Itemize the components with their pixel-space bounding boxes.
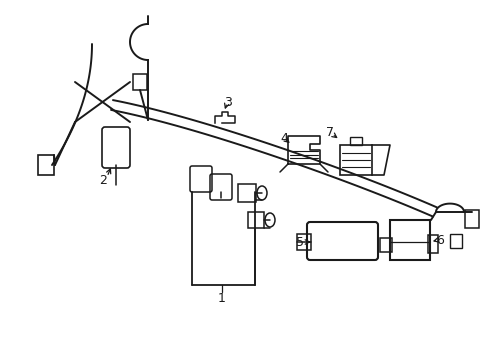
Bar	[350, 137, 362, 145]
Bar	[340, 145, 372, 175]
Text: 1: 1	[218, 292, 226, 305]
Bar	[465, 210, 479, 228]
Bar	[248, 212, 264, 228]
Text: 5: 5	[296, 235, 304, 248]
Bar	[297, 234, 311, 250]
Text: 7: 7	[326, 126, 334, 139]
Bar	[450, 234, 462, 248]
Text: 3: 3	[224, 95, 232, 108]
Bar	[380, 238, 392, 252]
Text: 2: 2	[99, 174, 107, 186]
Text: 6: 6	[436, 234, 444, 247]
Bar	[428, 235, 438, 253]
Bar	[390, 220, 430, 260]
Bar	[133, 74, 147, 90]
Bar	[38, 155, 54, 175]
Text: 4: 4	[280, 131, 288, 144]
Bar	[238, 184, 256, 202]
